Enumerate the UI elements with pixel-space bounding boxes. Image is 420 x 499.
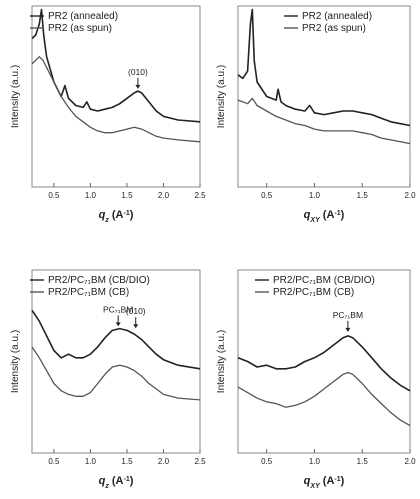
x-axis-label-part: -1 [124, 210, 130, 217]
x-tick-label: 2.0 [158, 457, 170, 466]
x-axis-label-part: ) [341, 209, 345, 221]
x-axis-label-part: q [304, 209, 311, 221]
x-axis-label-part: -1 [334, 210, 340, 217]
x-axis-label-part: XY [309, 483, 321, 490]
y-axis-label: Intensity (a.u.) [216, 330, 227, 393]
x-tick-label: 2.0 [158, 191, 170, 200]
x-axis-label-part: (A [320, 475, 335, 487]
series-line-secondary [237, 371, 411, 427]
series-line-secondary [237, 97, 411, 145]
annotation-label: (010) [126, 306, 146, 316]
x-axis-label-part: q [99, 475, 106, 487]
annotation-label: PC₇₁BM [103, 304, 133, 314]
x-axis-label-part: z [104, 217, 109, 224]
x-tick-label: 1.5 [357, 191, 369, 200]
x-axis-label-part: (A [320, 209, 335, 221]
chart-panel-top-left: 0.5 1.0 1.5 2.0 2.5 Intensity (a.u.) qz (A-1) P… [10, 5, 206, 224]
x-axis-label-part: ) [130, 209, 134, 221]
x-tick-label: 1.0 [85, 457, 97, 466]
x-axis-label-part: (A [109, 475, 124, 487]
x-axis-label-part: XY [309, 217, 321, 224]
plot-frame [31, 5, 201, 188]
x-tick-label: 0.5 [261, 457, 273, 466]
legend-label: PR2/PC₇₁BM (CB/DIO) [273, 275, 375, 286]
legend-label: PR2 (annealed) [302, 11, 372, 22]
annotation-arrowhead [135, 84, 141, 89]
x-axis-label-part: ) [341, 475, 345, 487]
chart-panel-top-right: 0.5 1.0 1.5 2.0 Intensity (a.u.) qXY (A-1) PR2… [216, 5, 416, 224]
x-axis-label: qXY (A-1) [304, 209, 345, 224]
series-line-secondary [31, 56, 201, 143]
legend-label: PR2 (as spun) [48, 23, 112, 34]
x-tick-label: 1.0 [309, 457, 321, 466]
y-axis-label: Intensity (a.u.) [216, 65, 227, 128]
series-line-primary [31, 309, 201, 370]
series-line-primary [237, 335, 411, 392]
y-axis-label: Intensity (a.u.) [10, 65, 21, 128]
legend-label: PR2/PC₇₁BM (CB) [48, 287, 129, 298]
x-tick-label: 0.5 [261, 191, 273, 200]
x-tick-label: 1.0 [85, 191, 97, 200]
x-tick-label: 2.5 [194, 457, 206, 466]
legend-label: PR2 (annealed) [48, 11, 118, 22]
x-axis-label-part: z [104, 483, 109, 490]
x-tick-label: 1.5 [121, 191, 133, 200]
x-axis-label-part: ) [130, 475, 134, 487]
x-axis-label: qz (A-1) [99, 475, 134, 490]
plot-frame [237, 269, 411, 454]
x-tick-label: 2.5 [194, 191, 206, 200]
x-tick-label: 0.5 [48, 457, 60, 466]
x-tick-label: 0.5 [48, 191, 60, 200]
chart-panel-bottom-right: 0.5 1.0 1.5 2.0 Intensity (a.u.) qXY (A-1) PR2… [216, 269, 416, 490]
x-axis-label-part: -1 [124, 476, 130, 483]
x-axis-label: qXY (A-1) [304, 475, 345, 490]
legend-label: PR2 (as spun) [302, 23, 366, 34]
plot-frame [237, 5, 411, 188]
series-line-secondary [31, 346, 201, 401]
x-tick-label: 1.5 [357, 457, 369, 466]
x-tick-label: 2.0 [404, 457, 416, 466]
x-axis-label: qz (A-1) [99, 209, 134, 224]
annotation-arrowhead [345, 327, 351, 332]
plot-frame [31, 269, 201, 454]
annotation-label: PC₇₁BM [333, 310, 363, 320]
legend-label: PR2/PC₇₁BM (CB) [273, 287, 354, 298]
x-tick-label: 1.5 [121, 457, 133, 466]
x-axis-label-part: q [304, 475, 311, 487]
chart-panel-bottom-left: 0.5 1.0 1.5 2.0 2.5 Intensity (a.u.) qz (A-1) P… [10, 269, 206, 490]
x-tick-label: 2.0 [404, 191, 416, 200]
legend-label: PR2/PC₇₁BM (CB/DIO) [48, 275, 150, 286]
series-line-primary [31, 8, 201, 123]
annotation-arrowhead [115, 322, 121, 327]
x-axis-label-part: -1 [334, 476, 340, 483]
x-axis-label-part: q [99, 209, 106, 221]
x-tick-label: 1.0 [309, 191, 321, 200]
annotation-arrowhead [133, 324, 139, 329]
annotation-label: (010) [128, 67, 148, 77]
series-line-primary [237, 8, 411, 127]
y-axis-label: Intensity (a.u.) [10, 330, 21, 393]
x-axis-label-part: (A [109, 209, 124, 221]
